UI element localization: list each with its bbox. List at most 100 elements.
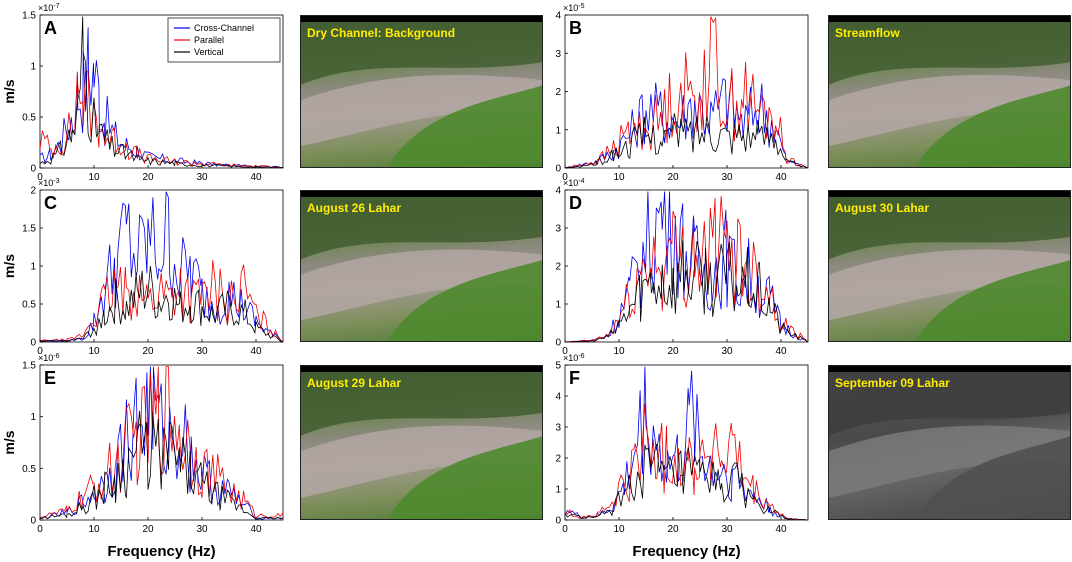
vegetation-shape: [387, 259, 542, 341]
x-tick-label: 10: [613, 346, 625, 357]
y-tick-label: 1.5: [22, 361, 36, 372]
photo-caption: August 26 Lahar: [307, 201, 402, 215]
y-tick-label: 4: [555, 11, 561, 22]
plot-area: [564, 14, 809, 169]
y-tick-label: 1.5: [22, 11, 36, 22]
y-tick-label: 4: [555, 392, 561, 403]
y-axis-label: m/s: [1, 79, 17, 103]
y-axis-label: m/s: [1, 254, 17, 278]
photo-caption: August 29 Lahar: [307, 376, 402, 390]
y-tick-label: 3: [555, 224, 561, 235]
x-tick-label: 40: [775, 172, 787, 183]
series-line-vertical: [40, 410, 284, 520]
channel-shape: [301, 74, 542, 147]
photo-top-bar: [829, 191, 1070, 197]
photo-scene: [829, 366, 1070, 519]
series-line-vertical: [564, 443, 809, 521]
y-tick-label: 1.5: [22, 224, 36, 235]
x-tick-label: 0: [37, 346, 43, 357]
photo-scene: [301, 366, 542, 519]
series-line-parallel: [564, 16, 809, 169]
plot-area: [39, 189, 284, 343]
photo-caption: Streamflow: [835, 26, 900, 40]
photo-caption: Dry Channel: Background: [307, 26, 456, 40]
x-tick-label: 10: [88, 524, 100, 535]
y-tick-label: 0: [30, 516, 36, 527]
x-tick-label: 40: [250, 346, 262, 357]
legend-label: Parallel: [194, 35, 224, 45]
panel-letter: C: [44, 193, 57, 213]
photo-scene: [829, 16, 1070, 167]
panel-d: 0 10 20 30 40 0 1 2 3 4×10-4 D: [555, 178, 809, 357]
y-tick-label: 0.5: [22, 300, 36, 311]
photo-top-bar: [301, 16, 542, 22]
x-tick-label: 20: [667, 524, 679, 535]
series-line-vertical: [564, 113, 809, 169]
panel-f: 0 10 20 30 40 0 1 2 3 4 5×10-6 F: [555, 353, 809, 535]
photo-top-bar: [829, 366, 1070, 372]
x-tick-label: 0: [562, 346, 568, 357]
exponent-label: ×10-7: [38, 3, 60, 13]
photo-p6: September 09 Lahar: [828, 365, 1071, 520]
photo-scene: [301, 16, 542, 167]
y-tick-label: 0: [555, 338, 561, 349]
x-axis-label: Frequency (Hz): [107, 543, 215, 560]
y-tick-label: 2: [555, 262, 561, 273]
series-line-vertical: [39, 265, 284, 343]
x-tick-label: 30: [721, 524, 733, 535]
x-tick-label: 10: [88, 346, 100, 357]
photo-p1: Dry Channel: Background: [300, 15, 543, 168]
photo-caption: August 30 Lahar: [835, 201, 930, 215]
legend-label: Cross-Channel: [194, 23, 254, 33]
photo-top-bar: [301, 191, 542, 197]
photo-scene: [301, 191, 542, 341]
x-tick-label: 0: [37, 172, 43, 183]
panel-letter: F: [569, 368, 580, 388]
vegetation-shape: [915, 436, 1070, 519]
plot-area: [564, 189, 809, 343]
x-tick-label: 20: [667, 172, 679, 183]
y-tick-label: 4: [555, 186, 561, 197]
photo-scene: [829, 191, 1070, 341]
bank-shape: [829, 366, 1070, 436]
exponent-label: ×10-4: [563, 178, 585, 188]
x-tick-label: 10: [613, 172, 625, 183]
x-tick-label: 20: [142, 524, 154, 535]
channel-shape: [829, 249, 1070, 321]
channel-shape: [829, 74, 1070, 147]
photo-p2: Streamflow: [828, 15, 1071, 168]
y-tick-label: 0.5: [22, 464, 36, 475]
bank-shape: [829, 191, 1070, 260]
x-axis-label: Frequency (Hz): [632, 543, 740, 560]
y-tick-label: 1: [30, 412, 36, 423]
panel-letter: A: [44, 18, 57, 38]
x-tick-label: 30: [196, 172, 208, 183]
x-tick-label: 30: [721, 172, 733, 183]
bank-shape: [301, 16, 542, 85]
x-tick-label: 0: [562, 524, 568, 535]
photo-p4: August 30 Lahar: [828, 190, 1071, 342]
photo-p3: August 26 Lahar: [300, 190, 543, 342]
plot-area: [564, 364, 809, 521]
y-tick-label: 2: [555, 454, 561, 465]
y-tick-label: 3: [555, 49, 561, 60]
exponent-label: ×10-3: [38, 178, 60, 188]
x-tick-label: 20: [142, 172, 154, 183]
y-tick-label: 1: [30, 262, 36, 273]
y-tick-label: 1: [30, 62, 36, 73]
panel-letter: E: [44, 368, 56, 388]
series-line-cross-channel: [564, 74, 809, 169]
series-line-vertical: [39, 16, 284, 169]
x-tick-label: 40: [775, 524, 787, 535]
y-axis-label: m/s: [1, 430, 17, 454]
bank-shape: [829, 16, 1070, 85]
x-tick-label: 20: [667, 346, 679, 357]
panel-e: 0 10 20 30 40 0 0.5 1 1.5×10-6 Em/s: [1, 353, 284, 535]
photo-caption: September 09 Lahar: [835, 376, 950, 390]
x-tick-label: 30: [196, 346, 208, 357]
photo-top-bar: [301, 366, 542, 372]
y-tick-label: 0: [30, 338, 36, 349]
bank-shape: [301, 366, 542, 436]
panel-b: 0 10 20 30 40 0 1 2 3 4×10-5 B: [555, 3, 809, 183]
channel-shape: [301, 425, 542, 498]
